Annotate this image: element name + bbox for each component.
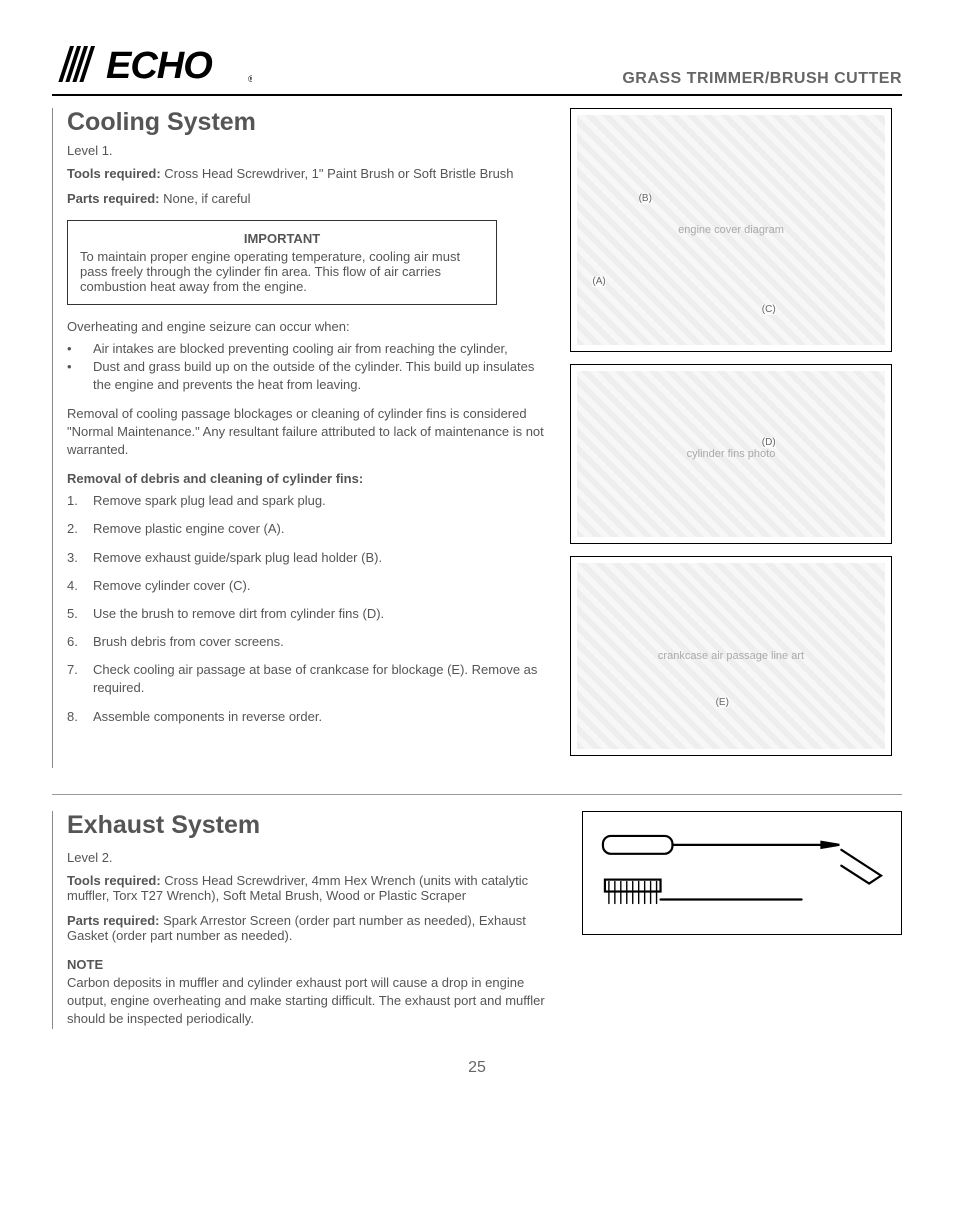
exhaust-title: Exhaust System	[67, 811, 550, 840]
note-title: NOTE	[67, 957, 550, 972]
tools-figure	[582, 811, 902, 935]
tools-svg	[593, 822, 891, 921]
svg-text:ECHO: ECHO	[106, 45, 212, 87]
svg-text:®: ®	[248, 74, 252, 84]
section-exhaust: Exhaust System Level 2. Tools required: …	[52, 811, 902, 1029]
parts-label: Parts required:	[67, 191, 159, 206]
parts-text: None, if careful	[163, 191, 250, 206]
important-box: IMPORTANT To maintain proper engine oper…	[67, 220, 497, 305]
exhaust-parts-label: Parts required:	[67, 913, 159, 928]
important-note: To maintain proper engine operating temp…	[80, 249, 484, 294]
label-a: (A)	[592, 276, 605, 287]
step-item: 6.Brush debris from cover screens.	[67, 633, 550, 651]
exhaust-tools-line: Tools required: Cross Head Screwdriver, …	[67, 873, 550, 903]
step-item: 8.Assemble components in reverse order.	[67, 708, 550, 726]
figure-3: crankcase air passage line art (E)	[570, 556, 892, 756]
level-text: Level 1.	[67, 143, 550, 158]
figure-2: cylinder fins photo (D)	[570, 364, 892, 544]
header-product: GRASS TRIMMER/BRUSH CUTTER	[622, 70, 902, 88]
tools-line: Tools required: Cross Head Screwdriver, …	[67, 166, 550, 181]
step-item: 4.Remove cylinder cover (C).	[67, 577, 550, 595]
step-item: 1.Remove spark plug lead and spark plug.	[67, 492, 550, 510]
fig3-image: crankcase air passage line art	[577, 563, 885, 749]
parts-line: Parts required: None, if careful	[67, 191, 550, 206]
figure-1: engine cover diagram (A) (B) (C)	[570, 108, 892, 352]
label-d: (D)	[762, 437, 776, 448]
brand-logo: ECHO ®	[52, 40, 252, 88]
page-number: 25	[52, 1059, 902, 1077]
step-item: 5.Use the brush to remove dirt from cyli…	[67, 605, 550, 623]
label-e: (E)	[716, 697, 729, 708]
section-cooling: Cooling System Level 1. Tools required: …	[52, 108, 902, 768]
tools-text: Cross Head Screwdriver, 1" Paint Brush o…	[164, 166, 513, 181]
overheat-bullet: •Dust and grass build up on the outside …	[67, 358, 550, 394]
step-item: 2.Remove plastic engine cover (A).	[67, 520, 550, 538]
overheat-intro: Overheating and engine seizure can occur…	[67, 319, 550, 334]
tools-label: Tools required:	[67, 166, 161, 181]
step-item: 3.Remove exhaust guide/spark plug lead h…	[67, 549, 550, 567]
page-header: ECHO ® GRASS TRIMMER/BRUSH CUTTER	[52, 40, 902, 96]
exhaust-level: Level 2.	[67, 850, 550, 865]
exhaust-tools-label: Tools required:	[67, 873, 161, 888]
cleaning-title: Removal of debris and cleaning of cylind…	[67, 471, 550, 486]
exhaust-parts-line: Parts required: Spark Arrestor Screen (o…	[67, 913, 550, 943]
maintenance-note: Removal of cooling passage blockages or …	[67, 405, 550, 460]
note-text: Carbon deposits in muffler and cylinder …	[67, 974, 550, 1029]
step-item: 7.Check cooling air passage at base of c…	[67, 661, 550, 697]
cooling-title: Cooling System	[67, 108, 550, 137]
fig2-image: cylinder fins photo	[577, 371, 885, 537]
important-title: IMPORTANT	[80, 231, 484, 246]
fig1-image: engine cover diagram	[577, 115, 885, 345]
overheat-bullet: •Air intakes are blocked preventing cool…	[67, 340, 550, 358]
section-divider	[52, 794, 902, 795]
label-b: (B)	[639, 193, 652, 204]
label-c: (C)	[762, 304, 776, 315]
